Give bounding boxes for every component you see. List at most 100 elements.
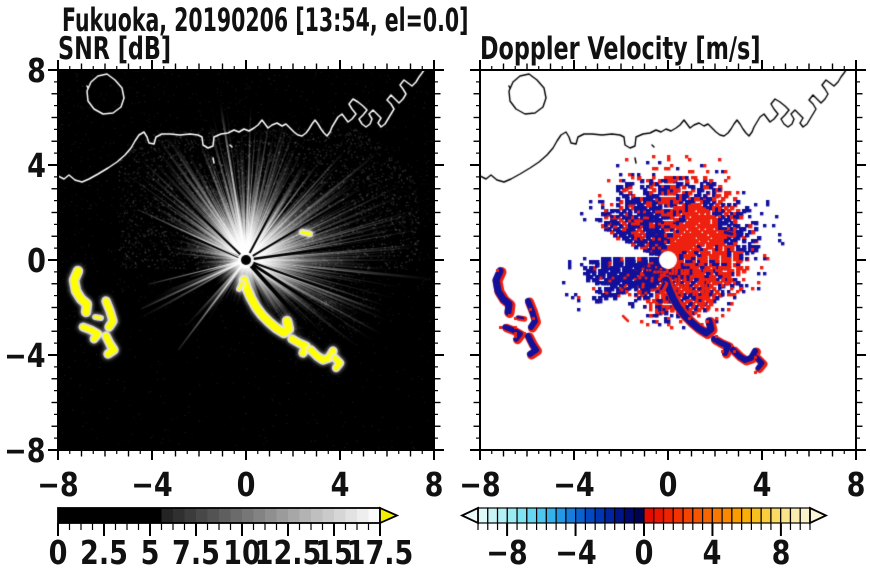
figure-title: Fukuoka, 20190206 [13:54, el=0.0]: [62, 1, 469, 39]
snr-colorbar-block: [253, 508, 266, 523]
vel-colorbar-block: [770, 507, 782, 524]
x-tick-label: 4: [752, 465, 772, 504]
y-tick-label: −4: [4, 336, 46, 375]
vel-colorbar-under-arrow: [459, 506, 479, 525]
snr-ppi-image: [58, 70, 434, 450]
vel-colorbar-block: [750, 507, 762, 524]
snr-colorbar-block: [299, 508, 312, 523]
vel-colorbar-over-arrow: [809, 506, 829, 525]
snr-colorbar-label: 0: [48, 533, 68, 570]
snr-colorbar-block: [265, 508, 277, 523]
vel-colorbar-block: [535, 507, 547, 524]
y-tick-label: 8: [27, 51, 46, 90]
x-tick-label: 0: [236, 465, 256, 504]
snr-colorbar-block: [58, 508, 70, 523]
snr-colorbar-block: [92, 508, 105, 523]
x-tick-label: 8: [424, 465, 444, 504]
vel-colorbar-block: [555, 507, 567, 524]
vel-colorbar-block: [799, 507, 811, 524]
vel-colorbar-label: 0: [634, 533, 654, 570]
vel-colorbar-block: [682, 507, 694, 524]
snr-colorbar-block: [345, 508, 358, 523]
snr-colorbar-block: [138, 508, 151, 523]
vel-colorbar-block: [594, 507, 606, 524]
snr-colorbar-block: [196, 508, 208, 523]
snr-colorbar-block: [173, 508, 185, 523]
vel-colorbar-block: [516, 507, 528, 524]
snr-colorbar-block: [230, 508, 243, 523]
snr-colorbar-block: [368, 508, 381, 523]
x-tick-label: 0: [658, 465, 678, 504]
y-tick-label: 0: [27, 241, 46, 280]
snr-colorbar-label: 12.5: [254, 533, 322, 570]
vel-colorbar-block: [487, 507, 499, 524]
snr-colorbar-block: [288, 508, 300, 523]
snr-colorbar-block: [127, 508, 139, 523]
snr-colorbar-block: [357, 508, 369, 523]
vel-colorbar-block: [506, 507, 518, 524]
vel-colorbar-block: [614, 507, 626, 524]
snr-colorbar-label: 15: [315, 533, 353, 570]
y-tick-label: 4: [27, 146, 46, 185]
vel-colorbar-block: [760, 507, 772, 524]
snr-colorbar-block: [207, 508, 220, 523]
vel-colorbar-label: −4: [554, 533, 597, 570]
vel-colorbar-block: [604, 507, 616, 524]
velocity-ppi-image: [480, 70, 856, 450]
snr-colorbar-block: [69, 508, 82, 523]
vel-colorbar-block: [672, 507, 684, 524]
vel-colorbar-block: [526, 507, 538, 524]
snr-colorbar-label: 2.5: [80, 533, 128, 570]
snr-panel-title: SNR [dB]: [58, 31, 172, 67]
snr-colorbar-block: [115, 508, 128, 523]
snr-colorbar-outline: [57, 507, 381, 524]
snr-colorbar-block: [184, 508, 197, 523]
vel-colorbar-block: [731, 507, 743, 524]
snr-colorbar-block: [334, 508, 346, 523]
x-tick-label: −8: [37, 465, 79, 504]
vel-colorbar-block: [545, 507, 557, 524]
y-tick-label: −8: [4, 431, 46, 470]
snr-colorbar-block: [150, 508, 162, 523]
snr-colorbar-block: [161, 508, 174, 523]
vel-colorbar-block: [692, 507, 704, 524]
x-tick-label: −4: [553, 465, 595, 504]
vel-colorbar-block: [477, 507, 489, 524]
vel-colorbar-block: [653, 507, 665, 524]
snr-colorbar-block: [104, 508, 116, 523]
vel-colorbar-block: [789, 507, 801, 524]
snr-colorbar-overflow-arrow: [379, 506, 400, 525]
x-tick-label: −4: [131, 465, 173, 504]
snr-colorbar-block: [311, 508, 323, 523]
vel-colorbar-block: [780, 507, 792, 524]
snr-colorbar-label: 10: [223, 533, 261, 570]
vel-colorbar-block: [643, 507, 655, 524]
vel-colorbar-label: −8: [486, 533, 528, 570]
snr-colorbar-block: [276, 508, 289, 523]
snr-colorbar-label: 7.5: [172, 533, 220, 570]
vel-colorbar-block: [575, 507, 587, 524]
x-tick-label: −8: [459, 465, 501, 504]
vel-colorbar-label: 4: [703, 533, 722, 570]
vel-colorbar-label: 8: [771, 533, 791, 570]
vel-colorbar-block: [633, 507, 645, 524]
vel-colorbar-block: [565, 507, 577, 524]
snr-colorbar-block: [322, 508, 335, 523]
vel-colorbar-block: [711, 507, 723, 524]
vel-colorbar-block: [701, 507, 713, 524]
vel-colorbar-block: [662, 507, 674, 524]
snr-colorbar-block: [81, 508, 93, 523]
snr-colorbar-block: [242, 508, 254, 523]
snr-colorbar-label: 5: [140, 533, 160, 570]
vel-colorbar-block: [496, 507, 508, 524]
vel-colorbar-block: [721, 507, 733, 524]
vel-colorbar-block: [623, 507, 635, 524]
x-tick-label: 4: [330, 465, 350, 504]
velocity-panel-title: Doppler Velocity [m/s]: [480, 31, 761, 67]
vel-colorbar-block: [741, 507, 753, 524]
vel-colorbar-block: [584, 507, 596, 524]
snr-colorbar-label: 17.5: [346, 533, 414, 570]
snr-colorbar-block: [219, 508, 231, 523]
x-tick-label: 8: [846, 465, 866, 504]
